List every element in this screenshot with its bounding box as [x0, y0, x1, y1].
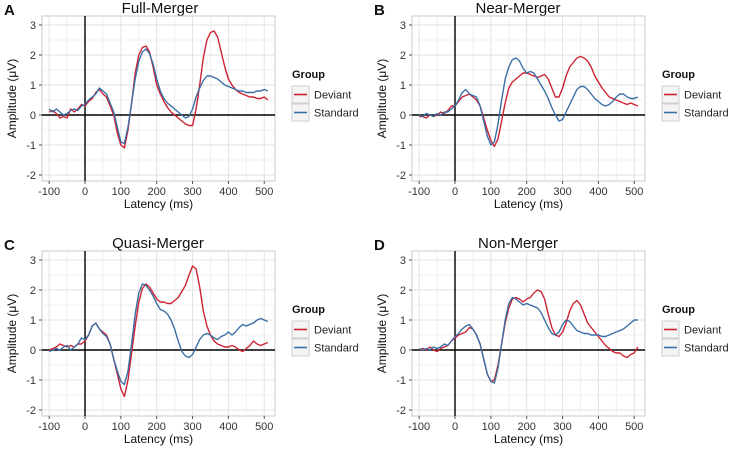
plot-area	[411, 250, 646, 417]
x-tick-label: 100	[482, 186, 500, 198]
panel-title: Full-Merger	[122, 0, 199, 17]
x-tick-label: 300	[183, 421, 201, 433]
x-tick-label: 500	[255, 186, 273, 198]
x-tick-label: 0	[82, 186, 88, 198]
y-axis-label: Amplitude (μV)	[5, 59, 19, 139]
legend-title: Group	[292, 69, 325, 81]
y-tick-label: 0	[30, 345, 36, 357]
y-axis-label: Amplitude (μV)	[5, 294, 19, 374]
x-axis-label: Latency (ms)	[124, 197, 193, 211]
y-tick-label: 3	[30, 255, 36, 267]
y-tick-label: -1	[26, 375, 36, 387]
x-axis-label: Latency (ms)	[494, 197, 563, 211]
y-tick-label: -2	[396, 405, 406, 417]
y-tick-label: 3	[400, 255, 406, 267]
x-tick-label: 400	[219, 421, 237, 433]
y-tick-label: -2	[396, 170, 406, 182]
x-tick-label: 200	[518, 421, 536, 433]
x-tick-label: 200	[518, 186, 536, 198]
series-line-deviant	[48, 265, 269, 398]
legend-label-deviant: Deviant	[314, 90, 351, 102]
series-line-deviant	[418, 289, 639, 383]
legend-label-deviant: Deviant	[684, 325, 721, 337]
x-tick-label: -100	[38, 186, 60, 198]
y-tick-label: -1	[26, 140, 36, 152]
y-tick-label: 3	[30, 20, 36, 32]
y-tick-label: 0	[30, 110, 36, 122]
y-tick-label: 1	[400, 315, 406, 327]
panel-a: A Full-Merger -100 0 100 200 300 400 500 -2 -1 0 1 2 3…	[4, 0, 359, 211]
y-tick-label: -2	[26, 170, 36, 182]
x-tick-label: 300	[553, 421, 571, 433]
legend-label-standard: Standard	[314, 108, 359, 120]
panel-title: Quasi-Merger	[112, 235, 204, 252]
panel-d: D Non-Merger -100 0 100 200 300 400 500 -2 -1 0 1 2 3 L…	[374, 235, 729, 446]
x-tick-label: -100	[38, 421, 60, 433]
x-tick-label: 0	[452, 421, 458, 433]
x-tick-label: 200	[148, 186, 166, 198]
panel-letter: B	[374, 2, 385, 19]
y-tick-label: -1	[396, 140, 406, 152]
panel-b: B Near-Merger -100 0 100 200 300 400 500 -2 -1 0 1 2 3…	[374, 0, 729, 211]
series-line-standard	[48, 283, 269, 386]
y-tick-label: 1	[30, 315, 36, 327]
x-tick-label: -100	[408, 421, 430, 433]
panel-title: Non-Merger	[478, 235, 558, 252]
x-tick-label: 400	[589, 421, 607, 433]
legend-title: Group	[662, 304, 695, 316]
panel-title: Near-Merger	[475, 0, 560, 17]
legend-label-standard: Standard	[314, 343, 359, 355]
legend-label-standard: Standard	[684, 343, 729, 355]
legend-title: Group	[292, 304, 325, 316]
y-tick-label: 0	[400, 110, 406, 122]
y-tick-label: 2	[400, 50, 406, 62]
panel-c: C Quasi-Merger -100 0 100 200 300 400 500 -2 -1 0 1 2…	[4, 235, 359, 446]
y-tick-label: 1	[400, 80, 406, 92]
x-tick-label: 200	[148, 421, 166, 433]
x-tick-label: 0	[452, 186, 458, 198]
x-tick-label: -100	[408, 186, 430, 198]
legend-label-deviant: Deviant	[684, 90, 721, 102]
x-tick-label: 100	[112, 421, 130, 433]
y-tick-label: 2	[400, 285, 406, 297]
y-axis-label: Amplitude (μV)	[375, 59, 389, 139]
x-tick-label: 300	[553, 186, 571, 198]
legend-label-deviant: Deviant	[314, 325, 351, 337]
y-tick-label: -1	[396, 375, 406, 387]
legend-label-standard: Standard	[684, 108, 729, 120]
y-tick-label: 3	[400, 20, 406, 32]
y-axis-label: Amplitude (μV)	[375, 294, 389, 374]
y-tick-label: 2	[30, 50, 36, 62]
x-tick-label: 500	[255, 421, 273, 433]
series-line-deviant	[48, 30, 269, 149]
x-tick-label: 400	[589, 186, 607, 198]
series-line-standard	[48, 48, 269, 145]
panel-letter: C	[4, 237, 15, 254]
x-tick-label: 100	[482, 421, 500, 433]
y-tick-label: 0	[400, 345, 406, 357]
x-axis-label: Latency (ms)	[124, 432, 193, 446]
x-tick-label: 400	[219, 186, 237, 198]
x-tick-label: 500	[625, 421, 643, 433]
x-tick-label: 300	[183, 186, 201, 198]
y-tick-label: 1	[30, 80, 36, 92]
series-line-standard	[418, 296, 638, 384]
panel-letter: A	[4, 2, 15, 19]
y-tick-label: 2	[30, 285, 36, 297]
plot-area	[41, 250, 276, 417]
x-tick-label: 500	[625, 186, 643, 198]
plot-area	[411, 15, 646, 182]
x-tick-label: 0	[82, 421, 88, 433]
x-axis-label: Latency (ms)	[494, 432, 563, 446]
plot-area	[41, 15, 276, 182]
y-tick-label: -2	[26, 405, 36, 417]
x-tick-label: 100	[112, 186, 130, 198]
panel-letter: D	[374, 237, 385, 254]
legend-title: Group	[662, 69, 695, 81]
series-line-standard	[418, 57, 639, 146]
